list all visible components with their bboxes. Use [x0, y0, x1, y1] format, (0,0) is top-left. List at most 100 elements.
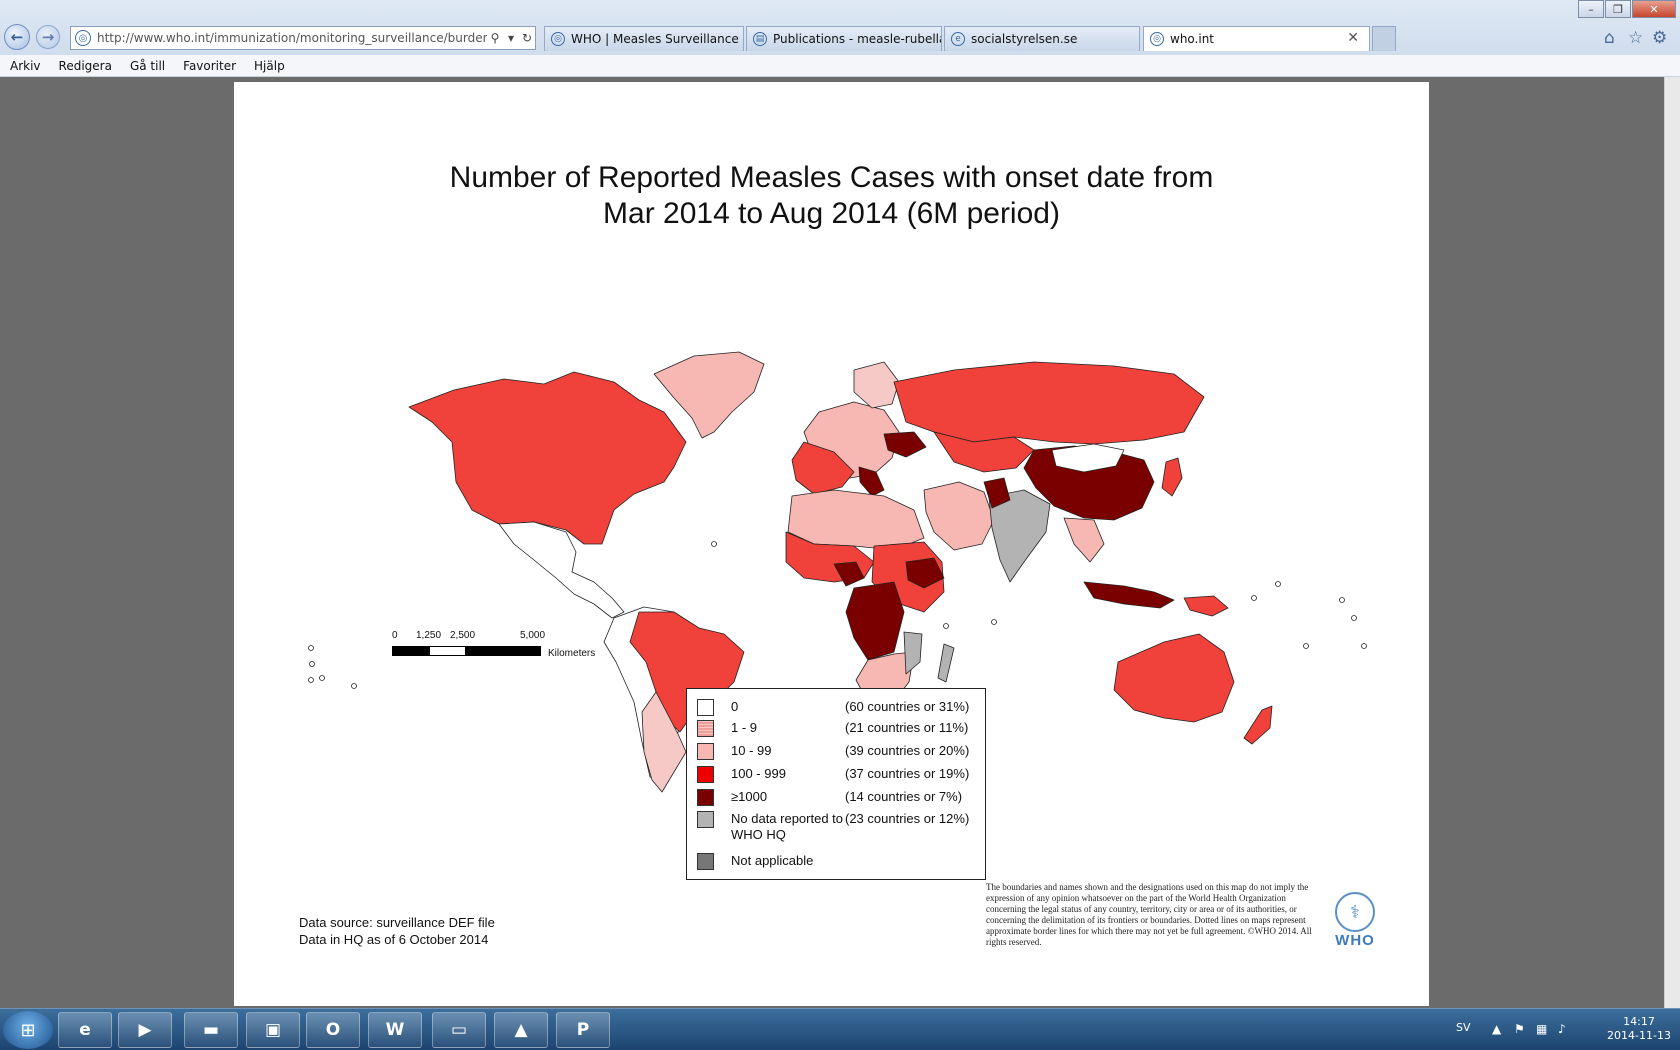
forward-button[interactable]: →: [36, 25, 60, 49]
close-window-button[interactable]: ✕: [1632, 0, 1676, 18]
india-region: [988, 489, 1051, 583]
map-legend: 0 (60 countries or 31%) 1 - 9 (21 countr…: [686, 688, 986, 880]
legend-row: No data reported to WHO HQ (23 countries…: [697, 811, 969, 847]
window-controls: – ❐ ✕: [1577, 0, 1676, 18]
taskbar-word[interactable]: W: [368, 1012, 422, 1048]
ie-favicon-icon: e: [951, 32, 965, 46]
legend-count: (37 countries or 19%): [845, 766, 970, 781]
japan-region: [1161, 457, 1183, 497]
island-marker: [1251, 595, 1257, 601]
refresh-icon[interactable]: ↻: [521, 31, 533, 45]
world-map: [308, 351, 1367, 793]
new-tab-button[interactable]: [1372, 26, 1396, 51]
legend-label: ≥1000: [731, 789, 768, 804]
north-america-region: [408, 371, 687, 545]
island-marker: [1361, 643, 1367, 649]
tab-label: Publications - measle-rubella-...: [773, 32, 941, 46]
source-line-1: Data source: surveillance DEF file: [299, 915, 495, 930]
folder-icon: ▬: [202, 1020, 220, 1040]
favorites-star-icon[interactable]: ☆: [1628, 28, 1644, 48]
close-tab-icon[interactable]: ✕: [1347, 30, 1359, 46]
ethiopia-region: [905, 557, 945, 589]
legend-count: (14 countries or 7%): [845, 789, 963, 804]
scale-tick: 5,000: [520, 630, 546, 641]
triangle-app-icon: ▲: [514, 1020, 528, 1040]
network-tray-icon[interactable]: ▦: [1536, 1022, 1548, 1036]
tab-label: socialstyrelsen.se: [971, 32, 1078, 46]
tab-publications[interactable]: ▤ Publications - measle-rubella-...: [746, 26, 942, 51]
menu-ga-till[interactable]: Gå till: [129, 58, 166, 73]
island-marker: [309, 661, 315, 667]
who-favicon-icon: ◎: [551, 32, 565, 46]
legend-row: 1 - 9 (21 countries or 11%): [697, 720, 968, 740]
legend-count: (60 countries or 31%): [845, 699, 970, 714]
network-icon: ▣: [264, 1020, 282, 1040]
source-line-2: Data in HQ as of 6 October 2014: [299, 932, 489, 947]
taskbar-explorer[interactable]: ▬: [184, 1012, 238, 1048]
middle-east-region: [923, 481, 995, 551]
clock-time: 14:17: [1623, 1015, 1655, 1028]
maximize-button[interactable]: ❐: [1605, 0, 1631, 18]
clock[interactable]: 14:17 2014-11-13: [1604, 1015, 1674, 1043]
search-icon[interactable]: ⚲: [490, 31, 500, 45]
legend-label: Not applicable: [731, 853, 814, 868]
island-marker: [711, 541, 717, 547]
italy-balkans-region: [858, 466, 885, 497]
legend-count: (23 countries or 12%): [845, 811, 970, 826]
taskbar-network[interactable]: ▣: [246, 1012, 300, 1048]
nigeria-region: [833, 561, 865, 587]
menu-favoriter[interactable]: Favoriter: [183, 58, 237, 73]
taskbar-picture-viewer[interactable]: ▭: [432, 1012, 486, 1048]
russia-region: [893, 361, 1205, 445]
taskbar: ⊞ e ▶ ▬ ▣ O W ▭ ▲ P SV ▲ ⚑ ▦ ♪ 14:17 201…: [0, 1008, 1680, 1050]
taskbar-app[interactable]: ▲: [494, 1012, 548, 1048]
madagascar-region: [937, 643, 955, 683]
menu-hjalp[interactable]: Hjälp: [254, 58, 285, 73]
map-title: Number of Reported Measles Cases with on…: [234, 160, 1429, 232]
volume-icon[interactable]: ♪: [1558, 1022, 1566, 1036]
tab-measles-surveillance[interactable]: ◎ WHO | Measles Surveillance Da...: [544, 26, 744, 51]
site-globe-icon: ◎: [75, 30, 91, 46]
taskbar-ie[interactable]: e: [58, 1012, 112, 1048]
back-button[interactable]: ←: [4, 24, 30, 50]
southeast-asia-region: [1063, 517, 1105, 563]
legend-swatch: [697, 789, 714, 806]
home-icon[interactable]: ⌂: [1604, 28, 1615, 48]
legend-label: 100 - 999: [731, 766, 786, 781]
address-bar[interactable]: ◎ http://www.who.int/immunization/monito…: [70, 26, 536, 50]
menu-bar: Arkiv Redigera Gå till Favoriter Hjälp: [0, 55, 1680, 77]
tab-socialstyrelsen[interactable]: e socialstyrelsen.se: [944, 26, 1140, 51]
taskbar-outlook[interactable]: O: [306, 1012, 360, 1048]
scale-tick: 1,250: [416, 630, 442, 641]
who-logo: ⚕ WHO: [1324, 892, 1386, 949]
taskbar-media-player[interactable]: ▶: [118, 1012, 172, 1048]
show-hidden-icons-icon[interactable]: ▲: [1492, 1022, 1502, 1036]
greenland-region: [653, 351, 765, 439]
gear-icon[interactable]: ⚙: [1652, 28, 1668, 48]
tab-who-int[interactable]: ◎ who.int ✕: [1143, 26, 1370, 51]
scale-unit: Kilometers: [548, 648, 596, 659]
legend-label: 1 - 9: [731, 720, 758, 735]
dropdown-icon[interactable]: ▾: [507, 31, 515, 45]
who-favicon-icon: ◎: [1150, 32, 1164, 46]
taskbar-powerpoint[interactable]: P: [556, 1012, 610, 1048]
system-tray: SV ▲ ⚑ ▦ ♪ 14:17 2014-11-13: [1456, 1013, 1680, 1047]
island-marker: [1339, 597, 1345, 603]
island-marker: [308, 677, 314, 683]
data-source-note: Data source: surveillance DEF file Data …: [299, 914, 495, 948]
address-url[interactable]: http://www.who.int/immunization/monitori…: [97, 31, 487, 45]
tab-label: WHO | Measles Surveillance Da...: [571, 32, 743, 46]
minimize-button[interactable]: –: [1578, 0, 1604, 18]
start-button[interactable]: ⊞: [3, 1011, 53, 1049]
vertical-scrollbar[interactable]: [1664, 77, 1680, 1008]
scale-segment: [466, 646, 541, 656]
menu-arkiv[interactable]: Arkiv: [10, 58, 41, 73]
who-emblem-icon: ⚕: [1335, 892, 1375, 932]
arrow-right-icon: →: [41, 28, 55, 46]
flag-icon[interactable]: ⚑: [1514, 1022, 1525, 1036]
picture-icon: ▭: [450, 1020, 468, 1040]
scandinavia-region: [853, 361, 900, 409]
language-indicator[interactable]: SV: [1456, 1021, 1471, 1034]
legend-row: 100 - 999 (37 countries or 19%): [697, 766, 969, 786]
menu-redigera[interactable]: Redigera: [58, 58, 112, 73]
